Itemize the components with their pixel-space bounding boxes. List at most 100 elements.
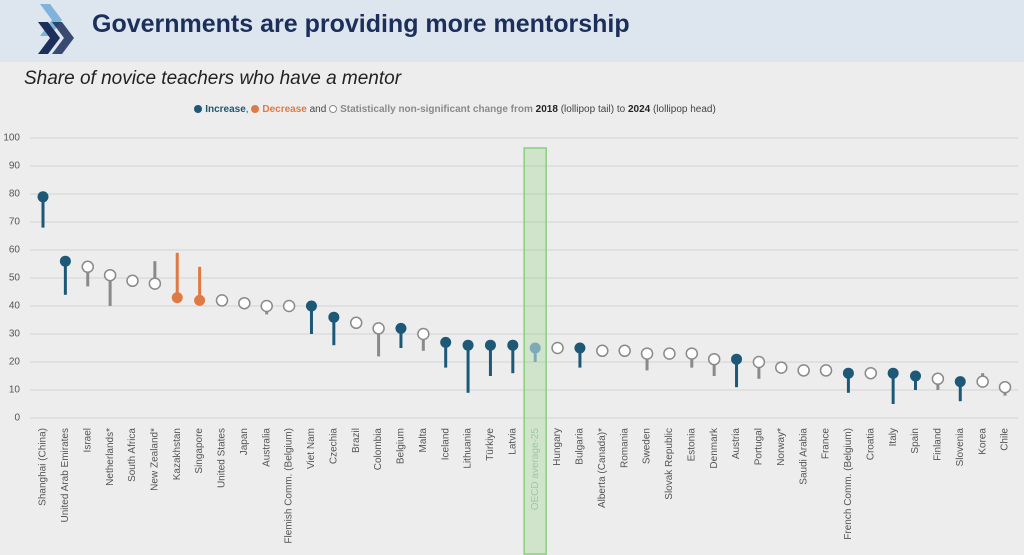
x-tick-label: Portugal: [754, 428, 765, 465]
x-tick-label: Sweden: [642, 428, 653, 464]
legend-marker: [329, 105, 338, 113]
lollipop-head: [440, 336, 452, 348]
lollipop-head: [931, 372, 945, 386]
x-tick-label: Korea: [977, 428, 988, 455]
x-tick-label: New Zealand*: [150, 428, 161, 491]
x-tick-label: Norway*: [776, 428, 787, 466]
lollipop-head: [574, 342, 586, 354]
lollipop-head: [81, 260, 94, 274]
y-tick-label: 30: [9, 329, 21, 340]
x-tick-label: OECD average-25: [530, 428, 541, 511]
y-tick-label: 60: [9, 245, 21, 256]
legend-text: and: [306, 104, 330, 115]
lollipop-head: [238, 296, 251, 310]
x-tick-label: Finland: [933, 428, 944, 461]
y-tick-label: 90: [9, 161, 21, 172]
x-tick-label: Belgium: [396, 428, 407, 464]
y-tick-label: 50: [9, 273, 21, 284]
legend-text: Statistically non-significant change fro…: [340, 104, 536, 115]
lollipop-head: [596, 344, 609, 358]
legend-marker: [251, 105, 260, 113]
lollipop-head: [954, 376, 966, 388]
lollipop-head: [797, 364, 810, 377]
lollipop-head: [148, 277, 162, 290]
legend-marker: [194, 105, 203, 113]
legend-text: Increase: [205, 104, 246, 115]
lollipop-head: [998, 380, 1012, 394]
x-tick-label: Romania: [619, 428, 630, 468]
lollipop-head: [171, 292, 183, 304]
lollipop-head: [103, 268, 117, 282]
x-tick-label: Saudi Arabia: [798, 428, 809, 485]
lollipop-head: [910, 370, 922, 382]
lollipop-head: [976, 375, 989, 388]
x-tick-label: Croatia: [865, 428, 876, 461]
lollipop-head: [775, 361, 788, 374]
x-tick-label: Singapore: [194, 428, 205, 474]
lollipop-head: [37, 191, 49, 203]
x-tick-label: Spain: [910, 428, 921, 454]
lollipop-head: [752, 355, 766, 369]
y-tick-label: 20: [9, 357, 21, 368]
x-tick-label: United Arab Emirates: [60, 428, 71, 523]
legend-text: (lollipop tail) to: [557, 104, 628, 115]
y-tick-label: 100: [3, 133, 20, 144]
y-tick-label: 70: [9, 217, 21, 228]
header: Governments are providing more mentorshi…: [0, 0, 1024, 62]
x-tick-label: Chile: [1000, 428, 1011, 451]
legend: Increase, Decrease and Statistically non…: [0, 104, 910, 115]
x-tick-label: South Africa: [127, 428, 138, 482]
x-tick-label: Alberta (Canada)*: [597, 428, 608, 508]
x-tick-label: Netherlands*: [105, 428, 116, 486]
lollipop-head: [395, 322, 407, 334]
lollipop-head: [731, 353, 743, 365]
x-tick-label: Israel: [82, 428, 93, 452]
x-tick-label: France: [821, 428, 832, 460]
legend-text: 2018: [535, 104, 558, 115]
y-tick-label: 80: [9, 189, 21, 200]
x-tick-label: Slovenia: [955, 428, 966, 467]
x-tick-label: Austria: [731, 428, 742, 460]
chart-title: Share of novice teachers who have a ment…: [24, 68, 402, 89]
x-tick-label: Estonia: [686, 428, 697, 462]
header-title: Governments are providing more mentorshi…: [92, 10, 630, 38]
lollipop-head: [663, 347, 676, 360]
lollipop-head: [484, 339, 496, 351]
lollipop-head: [417, 327, 430, 341]
lollipop-head: [618, 344, 631, 358]
lollipop-head: [551, 341, 564, 355]
x-tick-label: Latvia: [507, 428, 518, 455]
x-tick-label: United States: [217, 428, 228, 488]
legend-text: 2024: [627, 104, 651, 115]
lollipop-head: [507, 339, 519, 351]
lollipop-head: [328, 311, 340, 323]
y-tick-label: 40: [9, 301, 21, 312]
x-tick-label: Lithuania: [463, 428, 474, 469]
x-tick-label: Malta: [418, 428, 429, 453]
x-tick-label: Japan: [239, 428, 250, 455]
legend-text: ,: [245, 104, 252, 115]
lollipop-head: [349, 316, 363, 330]
x-tick-label: Brazil: [351, 428, 362, 453]
lollipop-head: [59, 255, 71, 267]
x-tick-label: Iceland: [440, 428, 451, 460]
x-tick-label: Viet Nam: [306, 428, 317, 469]
lollipop-head: [864, 366, 878, 380]
lollipop-head: [819, 364, 833, 377]
lollipop-head: [215, 294, 229, 307]
legend-text: (lollipop head): [650, 104, 716, 115]
x-tick-label: Hungary: [552, 428, 563, 466]
x-tick-label: Australia: [261, 428, 272, 467]
x-tick-label: Bulgaria: [575, 428, 586, 465]
lollipop-head: [260, 299, 273, 313]
lollipop-head: [887, 367, 899, 379]
x-tick-label: Shanghai (China): [38, 428, 49, 506]
x-tick-label: Slovak Republic: [664, 428, 675, 500]
lollipop-head: [685, 347, 699, 360]
x-tick-label: Türkiye: [485, 428, 496, 461]
x-tick-label: Czechia: [328, 428, 339, 465]
lollipop-head: [462, 339, 474, 351]
logo: [38, 4, 74, 54]
